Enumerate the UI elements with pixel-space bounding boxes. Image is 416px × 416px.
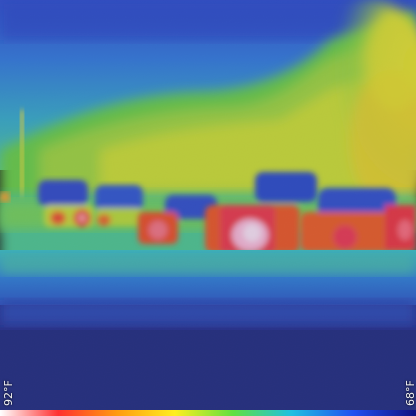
scale-max-label: 92°F xyxy=(2,380,15,406)
temperature-colorbar xyxy=(0,410,416,416)
scale-min-label: 68°F xyxy=(404,380,416,406)
